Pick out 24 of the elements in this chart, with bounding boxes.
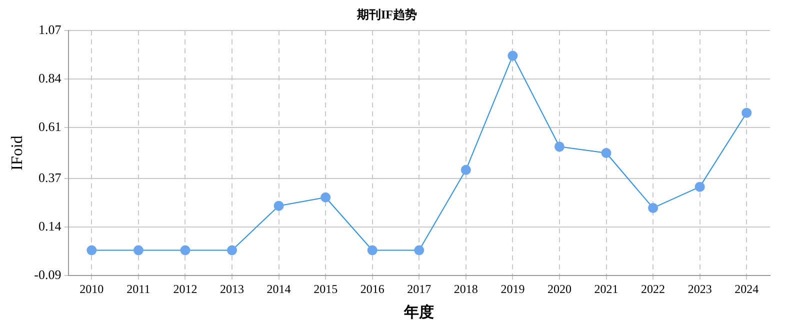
x-tick-label: 2022: [641, 282, 666, 296]
x-tick-label: 2015: [314, 282, 338, 296]
x-tick-label: 2011: [126, 282, 150, 296]
x-tick-label: 2018: [454, 282, 478, 296]
y-tick-label: 1.07: [38, 22, 62, 37]
y-tick-label: -0.09: [34, 267, 62, 282]
x-tick-label: 2024: [734, 282, 759, 296]
x-tick-label: 2017: [407, 282, 432, 296]
y-axis-title: IFoid: [8, 136, 26, 170]
x-tick-label: 2016: [360, 282, 384, 296]
x-tick-label: 2020: [547, 282, 572, 296]
x-tick-label: 2019: [500, 282, 525, 296]
y-tick-label: 0.14: [38, 218, 62, 234]
y-tick-label: 0.37: [38, 170, 62, 185]
x-tick-label: 2014: [266, 282, 291, 296]
x-axis-title: 年度: [403, 302, 434, 321]
y-tick-label: 0.61: [38, 119, 62, 134]
x-tick-label: 2023: [688, 282, 712, 296]
x-tick-label: 2010: [80, 282, 104, 296]
x-tick-label: 2021: [594, 282, 618, 296]
chart-title: 期刊IF趋势: [356, 7, 417, 22]
x-tick-label: 2013: [220, 282, 244, 296]
x-tick-label: 2012: [173, 282, 198, 296]
y-tick-label: 0.84: [38, 70, 62, 86]
